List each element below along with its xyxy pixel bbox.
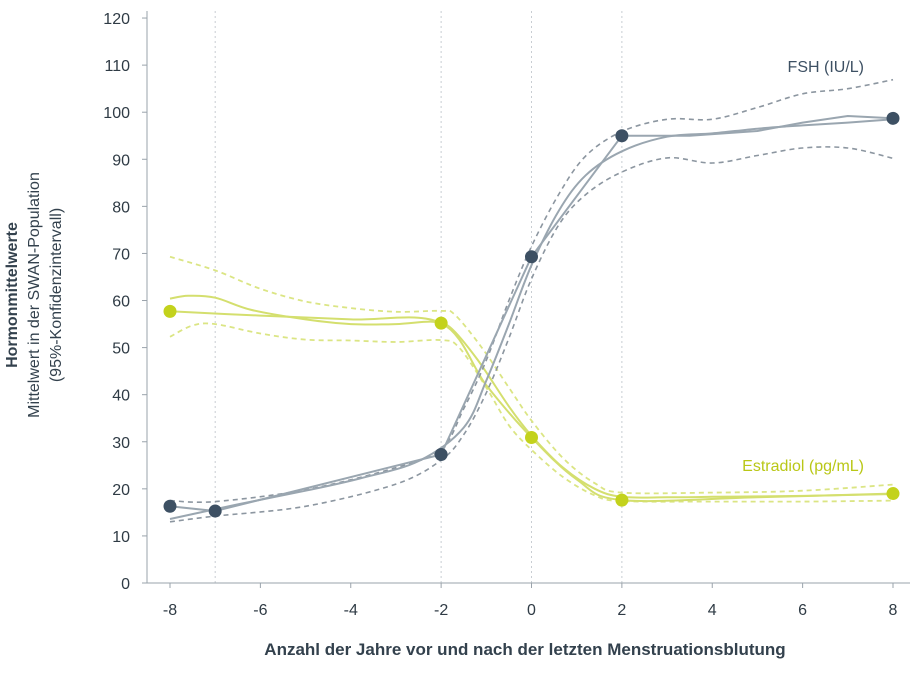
y-tick-label: 110	[104, 58, 130, 75]
fsh-series-label: FSH (IU/L)	[788, 59, 864, 76]
x-tick-label: 6	[798, 602, 807, 619]
estradiol-data-point	[615, 493, 629, 507]
x-tick-label: 4	[708, 602, 717, 619]
fsh-data-point	[434, 447, 448, 461]
x-tick-label: -8	[163, 602, 177, 619]
y-tick-label: 120	[103, 11, 130, 28]
x-tick-label: 0	[527, 602, 536, 619]
fsh-data-point	[208, 504, 222, 518]
x-tick-label: -2	[434, 602, 448, 619]
axis-ticks: 0 10 20 30 40 50 60 70 80 90 100 110 120 -8 -6 -4 -2 0 2 4 6…	[103, 11, 897, 619]
x-axis-title: Anzahl der Jahre vor und nach der letzte…	[264, 640, 785, 659]
y-axis-title-sub1: Mittelwert in der SWAN-Population	[26, 172, 43, 418]
y-axis-title-sub2: (95%-Konfidenzintervall)	[48, 208, 65, 382]
estradiol-data-point	[163, 304, 177, 318]
y-tick-label: 20	[112, 482, 130, 499]
fsh-data-point	[163, 499, 177, 513]
estradiol-mean-line	[169, 310, 894, 503]
y-tick-label: 10	[112, 529, 130, 546]
fsh-data-point	[886, 111, 900, 125]
estradiol-series-label: Estradiol (pg/mL)	[742, 458, 864, 475]
estradiol-data-point	[886, 487, 900, 501]
y-tick-label: 90	[112, 152, 130, 169]
y-tick-label: 70	[112, 246, 130, 263]
x-tick-label: 8	[889, 602, 898, 619]
y-tick-label: 60	[112, 294, 130, 311]
estradiol-smooth-line	[169, 294, 894, 499]
y-tick-label: 0	[121, 576, 130, 593]
estradiol-ci-lower-line	[169, 322, 894, 503]
axes	[146, 11, 910, 584]
estradiol-data-point	[434, 316, 448, 330]
series	[169, 78, 894, 523]
y-tick-label: 30	[112, 435, 130, 452]
y-tick-label: 50	[112, 341, 130, 358]
x-tick-label: 2	[617, 602, 626, 619]
x-tick-label: -4	[344, 602, 358, 619]
fsh-data-point	[615, 129, 629, 143]
y-tick-label: 40	[112, 388, 130, 405]
fsh-data-point	[525, 250, 538, 264]
estradiol-data-point	[525, 431, 538, 445]
labels: FSH (IU/L) Estradiol (pg/mL) Anzahl der …	[4, 59, 864, 659]
fsh-ci-upper-line	[169, 78, 894, 504]
y-tick-label: 80	[112, 199, 130, 216]
y-axis-title-main: Hormonmittelwerte	[4, 222, 21, 368]
data-points	[163, 111, 900, 518]
fsh-ci-lower-line	[169, 146, 894, 523]
estradiol-ci-upper-line	[169, 255, 894, 495]
y-tick-label: 100	[103, 105, 130, 122]
fsh-mean-line	[169, 115, 894, 512]
x-tick-label: -6	[253, 602, 267, 619]
